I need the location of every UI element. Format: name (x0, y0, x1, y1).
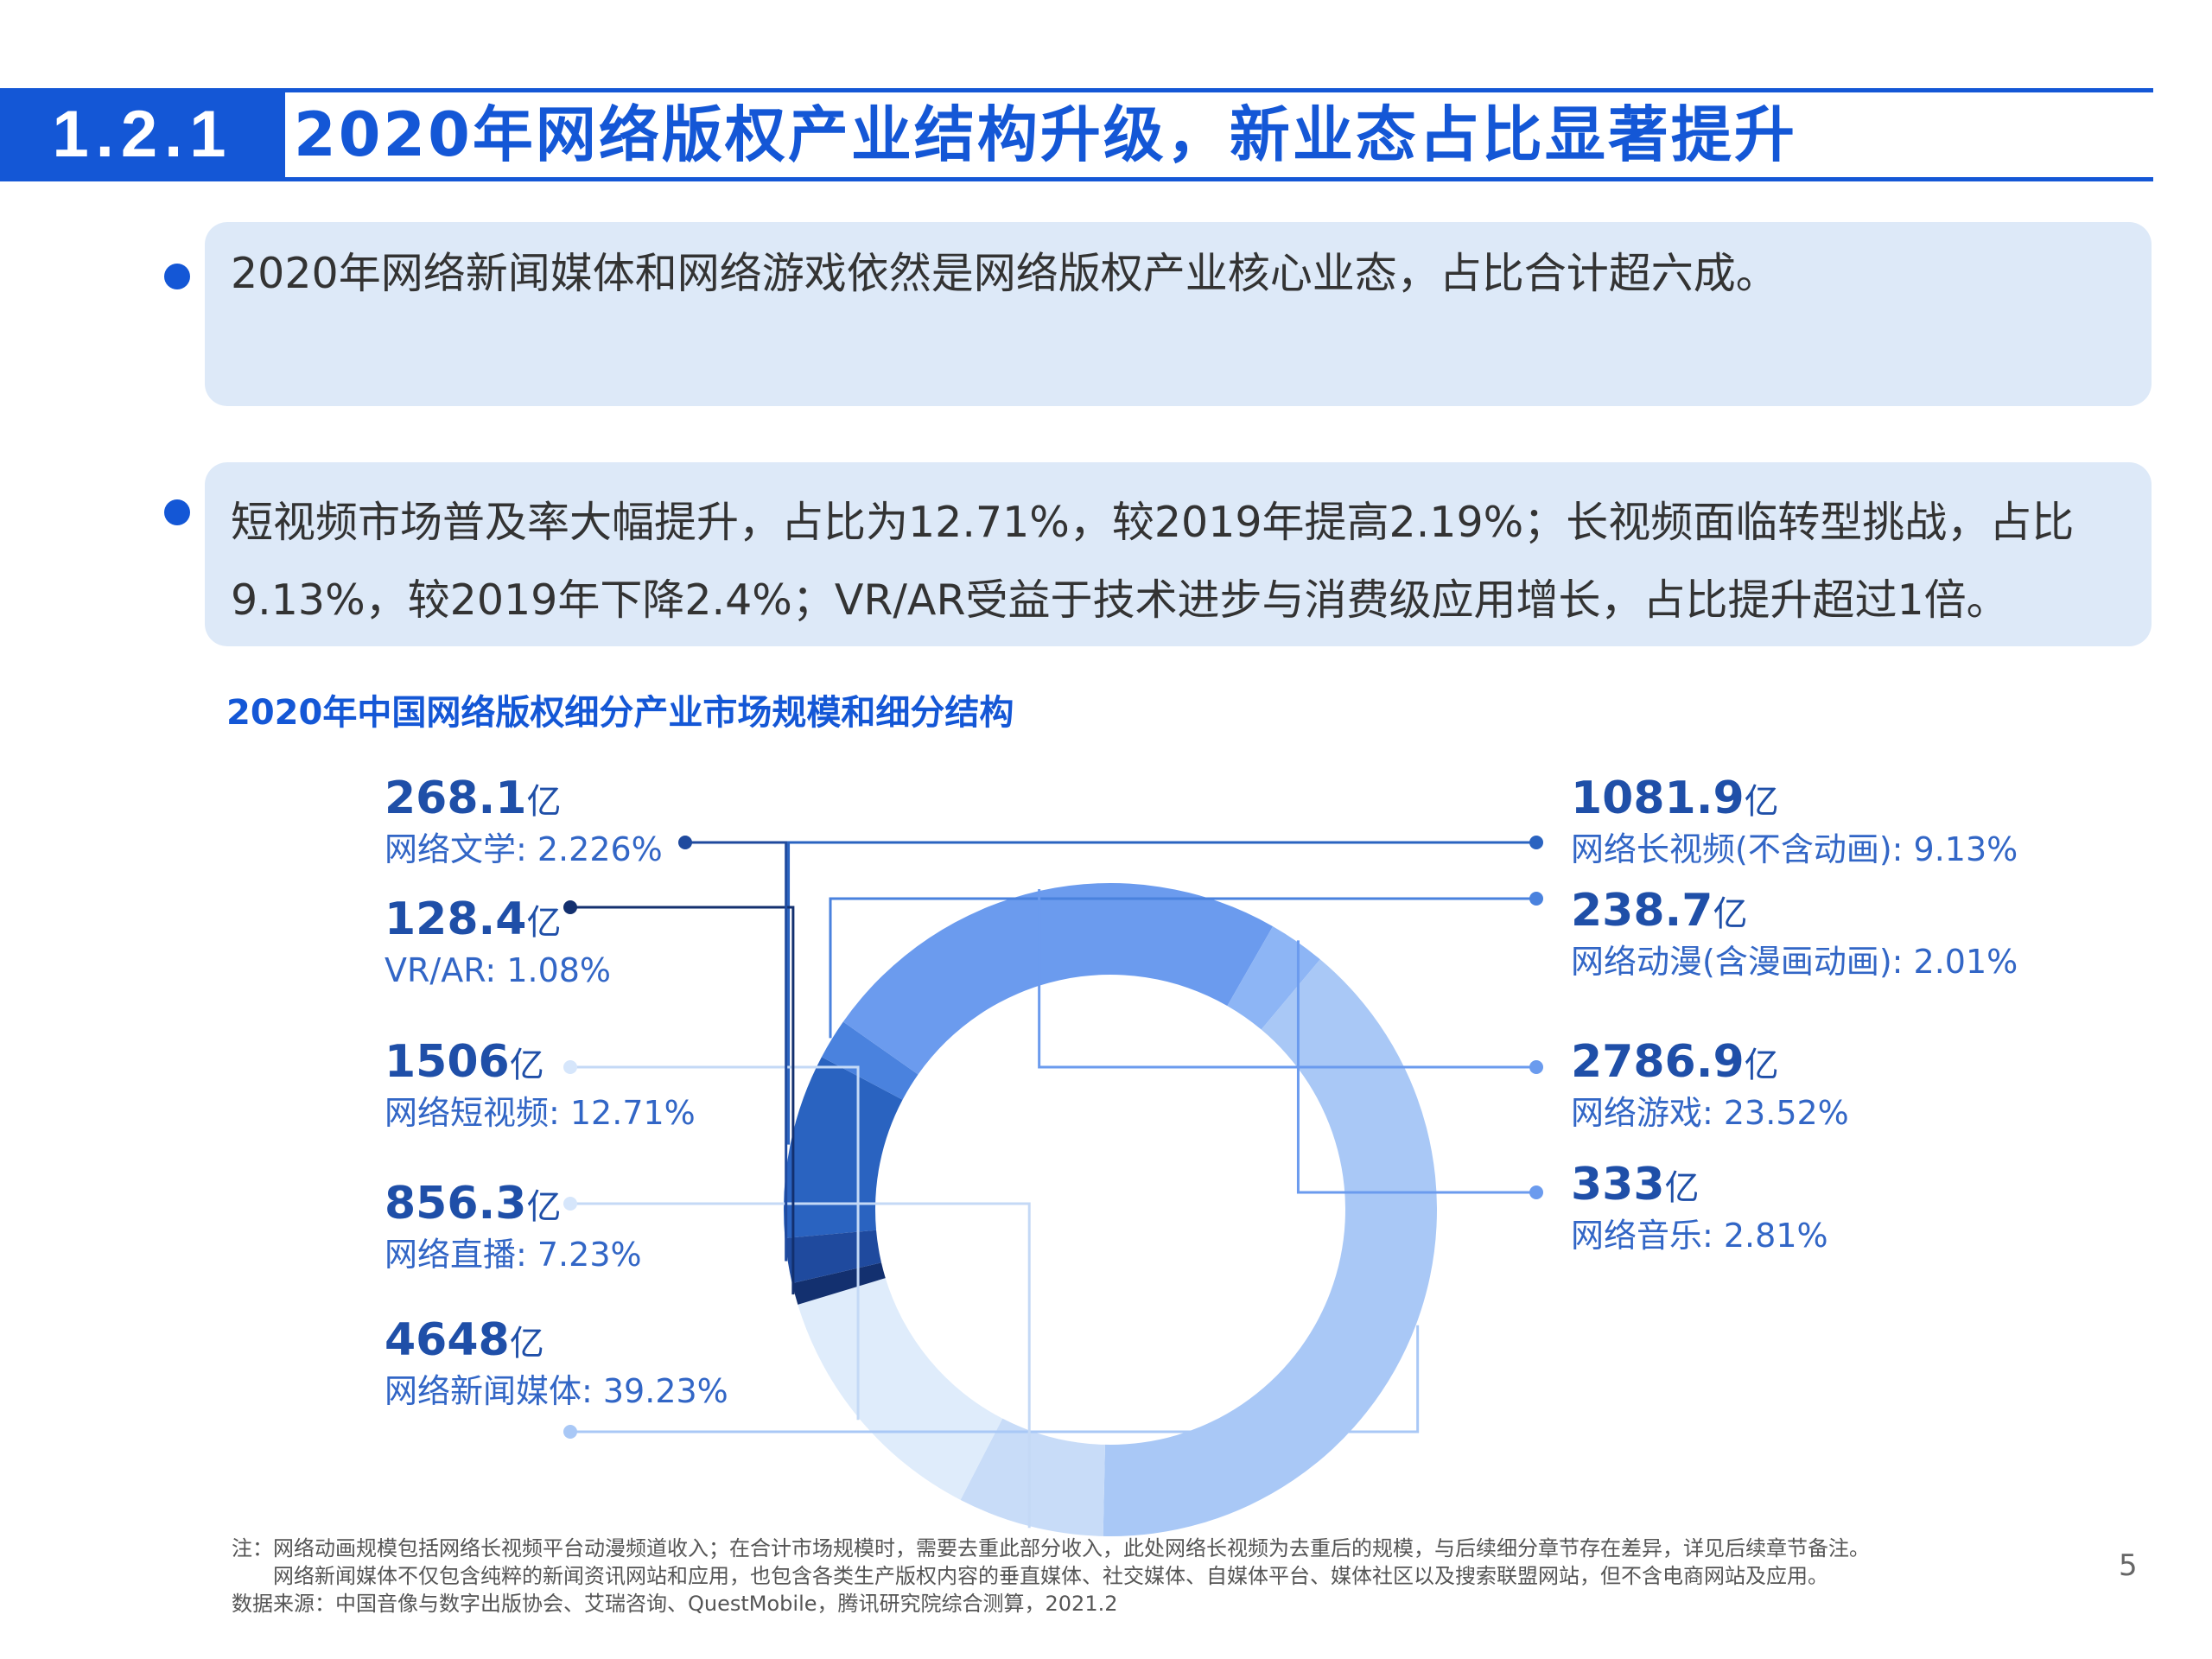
donut-slice-4 (1103, 959, 1437, 1536)
bullet-dot-2 (164, 499, 190, 525)
header-top-rule (0, 88, 2153, 92)
slice-value-number: 2786.9 (1571, 1036, 1745, 1088)
slice-label-1: 238.7亿 网络动漫(含漫画动画): 2.01% (1571, 884, 2018, 982)
slice-value-unit: 亿 (1744, 1046, 1779, 1085)
donut-slice-3 (1227, 926, 1320, 1030)
slice-name-share: 网络短视频: 12.71% (385, 1094, 696, 1132)
bullet-2-line-2: 9.13%，较2019年下降2.4%；VR/AR受益于技术进步与消费级应用增长，… (231, 575, 2009, 625)
slice-value-number: 238.7 (1571, 885, 1713, 937)
slice-value-number: 4648 (385, 1314, 510, 1366)
leader-line-2 (1038, 889, 1536, 1069)
slice-value-number: 268.1 (385, 772, 527, 824)
slice-label-6: 1506亿 网络短视频: 12.71% (385, 1035, 696, 1134)
leader-line-0 (787, 841, 1536, 1145)
leader-dot-1 (1529, 892, 1543, 906)
leader-dot-7 (563, 900, 577, 914)
donut-slice-5 (960, 1418, 1105, 1536)
leader-line-5 (570, 1202, 1031, 1529)
slice-value: 268.1亿 (385, 772, 663, 829)
page-title: 2020年网络版权产业结构升级，新业态占比显著提升 (294, 99, 1797, 170)
leader-dot-6 (563, 1060, 577, 1074)
slice-label-2: 2786.9亿 网络游戏: 23.52% (1571, 1035, 1849, 1134)
slice-name-share: 网络游戏: 23.52% (1571, 1094, 1849, 1132)
slice-label-7: 128.4亿 VR/AR: 1.08% (385, 893, 611, 991)
note-line-2: 网络新闻媒体不仅包含纯粹的新闻资讯网站和应用，也包含各类生产版权内容的垂直媒体、… (232, 1564, 1828, 1588)
source-line: 数据来源：中国音像与数字出版协会、艾瑞咨询、QuestMobile，腾讯研究院综… (232, 1592, 1118, 1616)
slice-value-unit: 亿 (526, 903, 562, 943)
slice-name-share: 网络新闻媒体: 39.23% (385, 1372, 728, 1410)
donut-slice-1 (821, 1021, 918, 1100)
slice-label-0: 1081.9亿 网络长视频(不含动画): 9.13% (1571, 772, 2018, 870)
slice-value-unit: 亿 (526, 782, 562, 822)
donut-slice-0 (784, 1057, 903, 1238)
slice-label-5: 856.3亿 网络直播: 7.23% (385, 1177, 642, 1275)
bullet-1-line-1: 2020年网络新闻媒体和网络游戏依然是网络版权产业核心业态，占比合计超六成。 (231, 249, 1778, 298)
slice-value-number: 856.3 (385, 1178, 527, 1230)
slice-value-number: 1081.9 (1571, 772, 1745, 824)
slice-value: 2786.9亿 (1571, 1035, 1849, 1092)
slice-value: 4648亿 (385, 1313, 728, 1370)
slice-name-share: VR/AR: 1.08% (385, 951, 612, 989)
slice-value-unit: 亿 (509, 1324, 544, 1363)
slice-label-8: 268.1亿 网络文学: 2.226% (385, 772, 663, 870)
page-number: 5 (2119, 1548, 2138, 1583)
bullet-dot-1 (164, 264, 190, 289)
slice-name-share: 网络直播: 7.23% (385, 1236, 642, 1274)
slice-name-share: 网络文学: 2.226% (385, 830, 663, 868)
bullet-box-1: 2020年网络新闻媒体和网络游戏依然是网络版权产业核心业态，占比合计超六成。 (205, 222, 2152, 406)
section-number: 1.2.1 (0, 88, 285, 181)
leader-line-3 (1296, 940, 1536, 1194)
bullet-box-2: 短视频市场普及率大幅提升，占比为12.71%，较2019年提高2.19%；长视频… (205, 462, 2152, 646)
header-bottom-rule (0, 177, 2153, 181)
slice-value: 333亿 (1571, 1158, 1828, 1215)
slice-value-unit: 亿 (1713, 894, 1748, 934)
slice-label-4: 4648亿 网络新闻媒体: 39.23% (385, 1313, 728, 1412)
slice-value: 128.4亿 (385, 893, 611, 950)
slice-value-unit: 亿 (509, 1046, 544, 1085)
slice-name-share: 网络长视频(不含动画): 9.13% (1571, 830, 2018, 868)
slice-value: 238.7亿 (1571, 884, 2018, 941)
donut-slice-2 (842, 882, 1274, 1075)
slice-value-unit: 亿 (1744, 782, 1779, 822)
leader-dot-5 (563, 1197, 577, 1211)
leader-dot-0 (1529, 836, 1543, 849)
slice-value: 856.3亿 (385, 1177, 642, 1234)
donut-slice-6 (798, 1278, 1003, 1500)
slice-value-number: 1506 (385, 1036, 510, 1088)
slice-value: 1081.9亿 (1571, 772, 2018, 829)
bullet-2-line-1: 短视频市场普及率大幅提升，占比为12.71%，较2019年提高2.19%；长视频… (231, 498, 2075, 547)
chart-title: 2020年中国网络版权细分产业市场规模和细分结构 (226, 693, 1014, 733)
leader-line-4 (570, 1325, 1420, 1433)
leader-dot-4 (563, 1425, 577, 1439)
note-line-1: 注：网络动画规模包括网络长视频平台动漫频道收入；在合计市场规模时，需要去重此部分… (232, 1536, 1870, 1560)
slice-value-number: 333 (1571, 1159, 1665, 1211)
leader-line-8 (685, 841, 788, 1262)
slice-value-number: 128.4 (385, 893, 527, 945)
leader-line-6 (570, 1065, 860, 1421)
leader-line-1 (829, 897, 1536, 1039)
slice-value: 1506亿 (385, 1035, 696, 1092)
slice-name-share: 网络音乐: 2.81% (1571, 1217, 1828, 1255)
slice-value-unit: 亿 (526, 1187, 562, 1227)
donut-slice-7 (791, 1262, 886, 1305)
slice-name-share: 网络动漫(含漫画动画): 2.01% (1571, 943, 2018, 981)
leader-line-7 (570, 906, 795, 1295)
slice-label-3: 333亿 网络音乐: 2.81% (1571, 1158, 1828, 1256)
leader-dot-3 (1529, 1185, 1543, 1199)
leader-dot-2 (1529, 1060, 1543, 1074)
leader-dot-8 (678, 836, 692, 849)
slice-value-unit: 亿 (1664, 1168, 1700, 1208)
